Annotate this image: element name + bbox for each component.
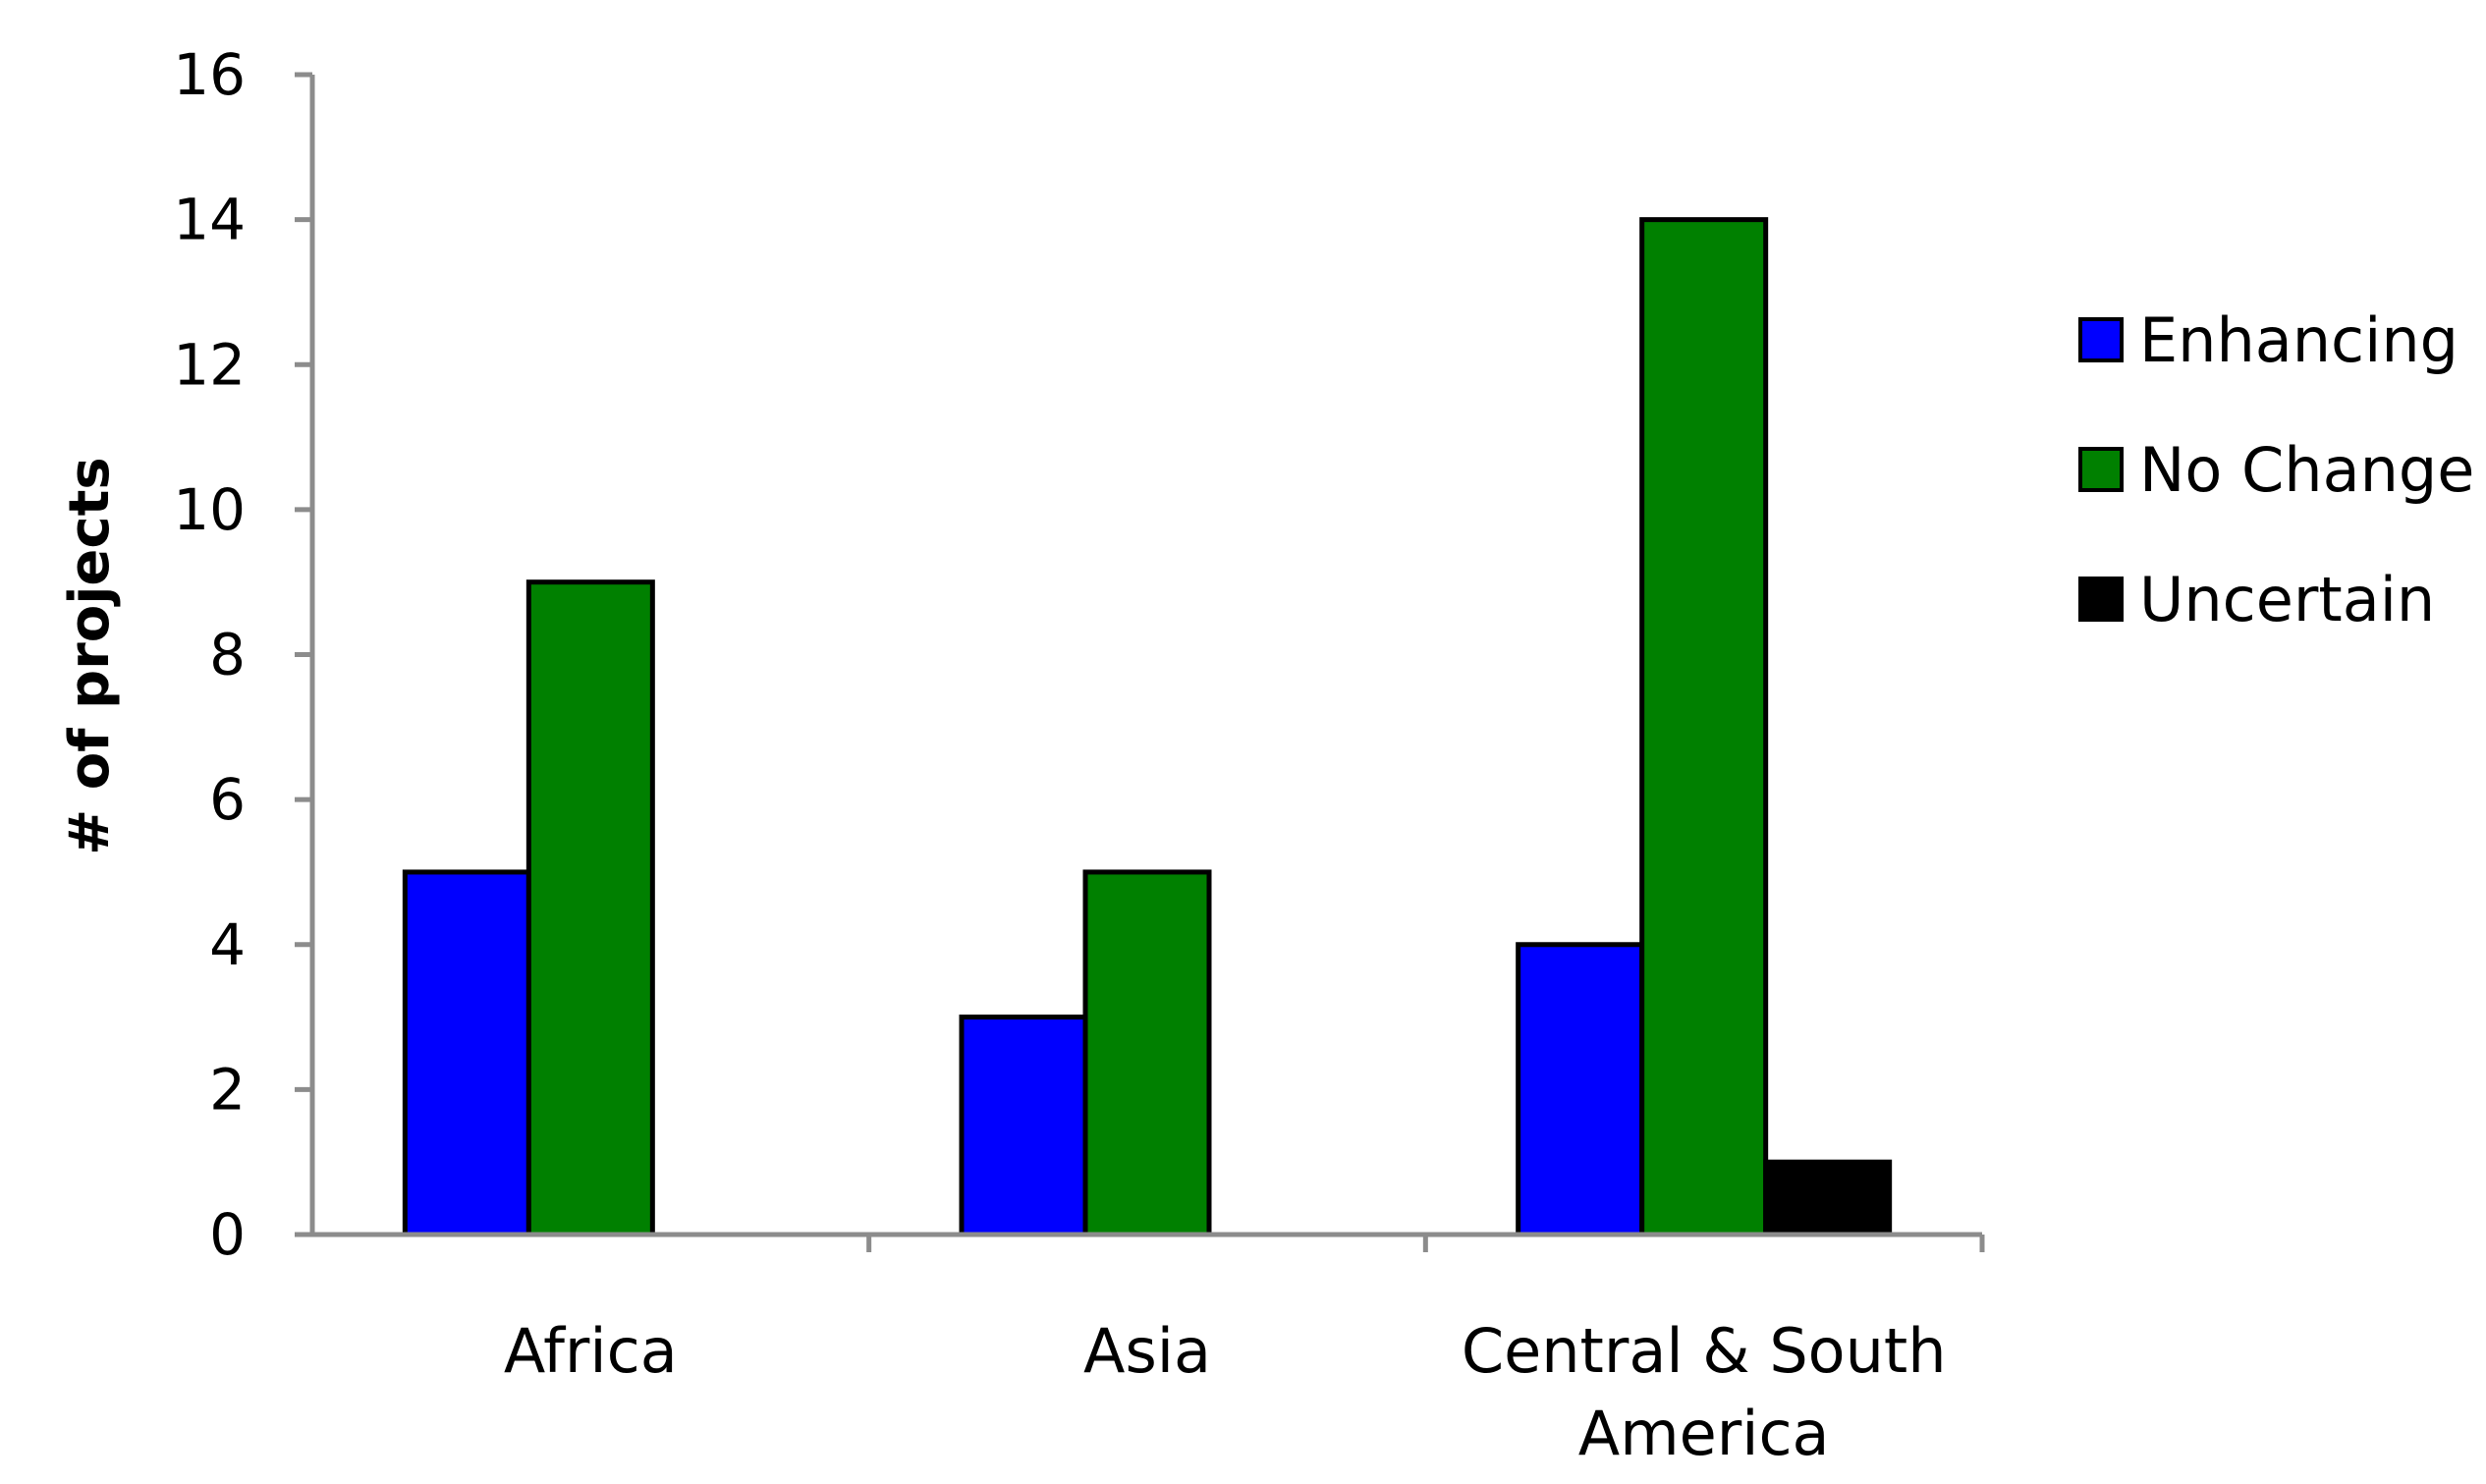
y-tick-label: 10 <box>173 476 246 543</box>
bar-uncertain <box>1763 1159 1893 1237</box>
category-label-line: Asia <box>1083 1315 1211 1387</box>
category-label-line: Central & South <box>1462 1315 1947 1387</box>
category-label-line: America <box>1578 1398 1830 1469</box>
y-tick-label: 4 <box>209 911 246 978</box>
y-tick-label: 16 <box>173 41 246 108</box>
legend-swatch-uncertain <box>2078 577 2124 622</box>
category-label: Africa <box>504 1315 678 1387</box>
legend-swatch-enhancing <box>2078 317 2124 362</box>
bar-no-change <box>1082 869 1212 1237</box>
legend-label: Uncertain <box>2139 564 2435 635</box>
bar-no-change <box>525 579 655 1237</box>
legend: Enhancing No Change Uncertain <box>2078 304 2474 635</box>
category-label: Central & South America <box>1462 1315 1947 1469</box>
y-tick-label: 0 <box>209 1201 246 1268</box>
legend-swatch-no-change <box>2078 447 2124 492</box>
x-axis-ticks <box>866 1235 1985 1252</box>
y-tick-label: 6 <box>209 766 246 833</box>
bars <box>402 217 1893 1237</box>
y-tick-label: 12 <box>173 331 246 398</box>
category-labels: Africa Asia Central & South America <box>504 1315 1947 1469</box>
legend-label: No Change <box>2139 434 2474 506</box>
category-label-line: Africa <box>504 1315 678 1387</box>
bar-no-change <box>1639 217 1769 1237</box>
y-tick-label: 8 <box>209 622 246 688</box>
bar-enhancing <box>402 869 531 1237</box>
legend-label: Enhancing <box>2139 304 2458 376</box>
category-label: Asia <box>1083 1315 1211 1387</box>
bar-enhancing <box>959 1015 1088 1237</box>
y-tick-label: 14 <box>173 187 246 253</box>
y-axis-ticks: 0 2 4 6 8 10 12 14 16 <box>173 41 312 1268</box>
y-tick-label: 2 <box>209 1056 246 1123</box>
bar-enhancing <box>1516 942 1645 1237</box>
y-axis-title: # of projects <box>58 457 122 854</box>
